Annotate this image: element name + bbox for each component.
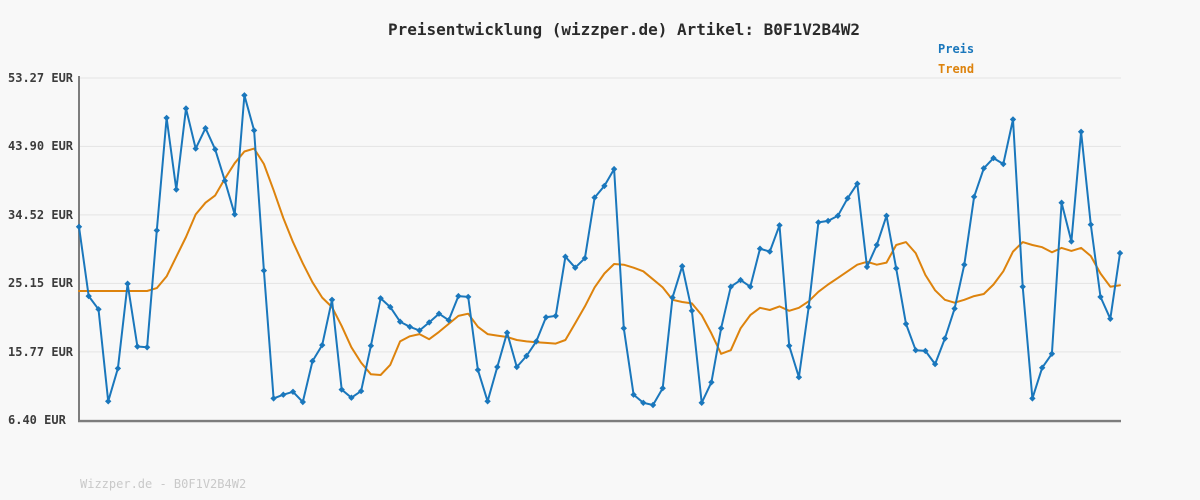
chart-title: Preisentwicklung (wizzper.de) Artikel: B… <box>387 20 860 39</box>
y-tick-label: 6.40 EUR <box>8 413 66 428</box>
y-tick-label: 34.52 EUR <box>8 207 74 222</box>
legend-item-preis: Preis <box>938 42 975 56</box>
preis-line <box>78 94 1121 406</box>
y-tick-label: 53.27 EUR <box>8 71 74 85</box>
trend-line <box>78 147 1121 376</box>
y-axis-labels: 53.27 EUR 43.90 EUR 34.52 EUR 25.15 EUR 15.7… <box>0 0 78 500</box>
y-tick-label: 43.90 EUR <box>8 139 74 154</box>
y-tick-label: 15.77 EUR <box>8 344 74 359</box>
legend-item-trend: Trend <box>938 62 975 76</box>
watermark: Wizzper.de - B0F1V2B4W2 <box>80 477 247 491</box>
y-tick-label: 25.15 EUR <box>8 276 74 291</box>
chart-legend: Preis Trend <box>938 39 1058 79</box>
